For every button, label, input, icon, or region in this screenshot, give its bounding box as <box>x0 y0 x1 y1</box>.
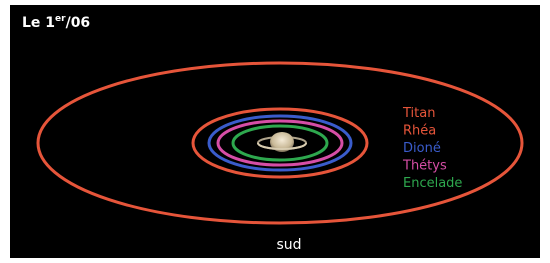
background <box>10 5 540 258</box>
title-superscript: er <box>55 14 66 24</box>
orbit-label: Encelade <box>403 176 462 191</box>
orbit-label: Rhéa <box>403 124 436 139</box>
title-prefix: Le 1 <box>22 15 55 31</box>
orbit-label: Thétys <box>402 159 447 174</box>
diagram: Le 1er/06 sud Titan Rhéa Dioné Thétys Encela… <box>0 0 550 263</box>
orbit-label: Titan <box>402 106 435 121</box>
direction-label: sud <box>276 237 301 253</box>
orbit-label: Dioné <box>403 141 441 156</box>
title-suffix: /06 <box>66 15 91 31</box>
